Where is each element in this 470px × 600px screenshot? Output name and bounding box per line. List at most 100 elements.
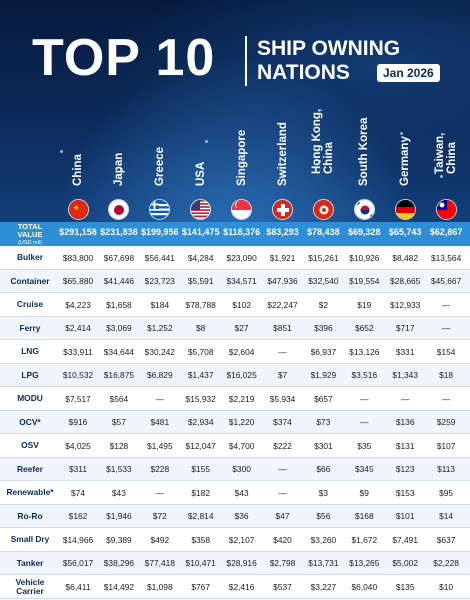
- table-cell: $3,069: [106, 323, 132, 334]
- table-cell: $2,219: [228, 393, 255, 404]
- country-name: Switzerland: [276, 122, 289, 186]
- country-header: Greece: [140, 120, 180, 198]
- country-name: Hong Kong, China: [311, 108, 336, 174]
- total-value-cell: $78,438: [307, 227, 340, 237]
- row-divider: [0, 597, 470, 599]
- table-cell: $6,411: [65, 581, 91, 592]
- table-cell: $33,911: [63, 346, 93, 357]
- table-cell: $5,934: [269, 393, 296, 404]
- table-cell: $1,658: [106, 299, 132, 310]
- table-cell: $2,934: [187, 417, 214, 428]
- table-cell: $113: [437, 464, 456, 475]
- table-cell: $101: [395, 511, 415, 522]
- total-label-line1: TOTAL: [17, 222, 43, 231]
- table-cell: $311: [68, 464, 87, 475]
- row-divider: [0, 433, 470, 434]
- table-cell: $34,571: [226, 276, 257, 287]
- table-cell: $15,261: [308, 252, 339, 263]
- table-row: Ro-Ro $162 $1,946 $72 $2,814 $36 $47 $56 $168 $10…: [0, 504, 470, 528]
- table-cell: $136: [395, 417, 415, 428]
- country-header: Singapore: [222, 120, 262, 198]
- hong-kong-flag-icon: [312, 199, 334, 220]
- table-cell: $13,731: [308, 558, 339, 569]
- table-cell: $19,554: [349, 276, 380, 287]
- table-cell: $564: [109, 393, 129, 404]
- china-flag-icon: ★: [67, 199, 89, 220]
- country-name: Germany: [399, 136, 412, 186]
- row-divider: [0, 550, 470, 552]
- row-label: LNG: [21, 346, 39, 357]
- row-label: Vehicle Carrier: [15, 576, 45, 596]
- table-cell: $32,540: [308, 276, 339, 287]
- table-cell: —: [155, 487, 164, 498]
- table-cell: $15,932: [185, 393, 216, 404]
- table-cell: $6,040: [351, 581, 378, 592]
- title-subtitle-line2: NATIONS: [257, 61, 350, 84]
- country-header: China: [58, 120, 98, 198]
- table-cell: $331: [395, 346, 415, 357]
- japan-flag-icon: [108, 199, 130, 220]
- table-cell: $1,343: [392, 370, 418, 381]
- table-cell: $10,532: [62, 370, 94, 381]
- country-header: South Korea: [344, 117, 384, 198]
- table-cell: —: [360, 417, 369, 428]
- south-korea-flag-icon: [353, 199, 375, 220]
- table-cell: $300: [232, 464, 251, 475]
- row-divider: [0, 386, 470, 387]
- table-row: Tanker $56,017 $38,296 $77,418 $10,471 $28,91…: [0, 551, 470, 575]
- table-cell: $16,025: [226, 370, 257, 381]
- table-row: OCV* $916 $57 $481 $2,934 $1,220 $374 $73 — $136 $…: [0, 410, 470, 434]
- table-cell: $492: [150, 534, 170, 545]
- table-cell: $8: [196, 323, 206, 334]
- table-row: OSV $4,025 $128 $1,495 $12,047 $4,700 $222 $301…: [0, 434, 470, 458]
- table-cell: $22,247: [267, 299, 298, 310]
- row-label: Ferry: [19, 322, 41, 333]
- row-label: Bulker: [16, 252, 44, 263]
- table-cell: $14,966: [62, 534, 94, 545]
- table-cell: $43: [111, 487, 126, 498]
- table-cell: $767: [191, 581, 210, 592]
- title-subtitle-line1: SHIP OWNING: [257, 37, 401, 60]
- total-value-cell: $65,743: [388, 227, 422, 237]
- switzerland-flag-icon: [272, 199, 293, 220]
- row-divider: [0, 480, 470, 481]
- row-label: Reefer: [16, 463, 44, 474]
- table-cell: $2,107: [228, 534, 255, 545]
- total-value-cell: $118,376: [223, 227, 261, 237]
- table-cell: $222: [273, 440, 292, 451]
- table-cell: $65,880: [62, 276, 94, 287]
- table-cell: $1,921: [269, 252, 296, 263]
- table-cell: $131: [395, 440, 415, 451]
- table-cell: $851: [273, 323, 292, 334]
- country-name: Singapore: [235, 129, 248, 186]
- table-cell: $1,946: [106, 511, 132, 522]
- country-header: Hong Kong, China: [303, 109, 343, 198]
- table-cell: $537: [273, 581, 292, 592]
- table-cell: $123: [395, 464, 415, 475]
- table-cell: $2,604: [228, 346, 255, 357]
- row-divider: [0, 409, 470, 411]
- table-row: Cruise $4,223 $1,658 $184 $78,788 $102 $22,247…: [0, 293, 470, 317]
- table-cell: $10: [439, 581, 454, 592]
- country-name: South Korea: [358, 117, 371, 186]
- table-cell: $6,829: [146, 370, 173, 381]
- row-label: Tanker: [16, 557, 44, 568]
- table-cell: $6,937: [310, 346, 337, 357]
- table-row: Bulker $83,800 $67,698 $56,441 $4,284 $23,090…: [0, 246, 470, 270]
- table-row: Container $65,880 $41,446 $23,723 $5,591 $34,…: [0, 269, 470, 293]
- table-cell: $1,437: [187, 370, 214, 381]
- table-cell: $16,875: [103, 370, 135, 381]
- table-cell: $2,414: [65, 323, 91, 334]
- table-cell: $153: [395, 487, 415, 498]
- table-row: LPG $10,532 $16,875 $6,829 $1,437 $16,025 $7 $1…: [0, 363, 470, 387]
- row-label: LPG: [21, 369, 39, 380]
- table-cell: $4,223: [65, 299, 91, 310]
- usa-flag-icon: [190, 199, 212, 220]
- total-value-cell: $141,475: [181, 227, 220, 237]
- table-cell: $2,416: [228, 581, 255, 592]
- country-name: China: [72, 154, 84, 186]
- singapore-flag-icon: [231, 199, 253, 220]
- table-cell: $56: [316, 511, 331, 522]
- table-cell: $3: [318, 487, 329, 498]
